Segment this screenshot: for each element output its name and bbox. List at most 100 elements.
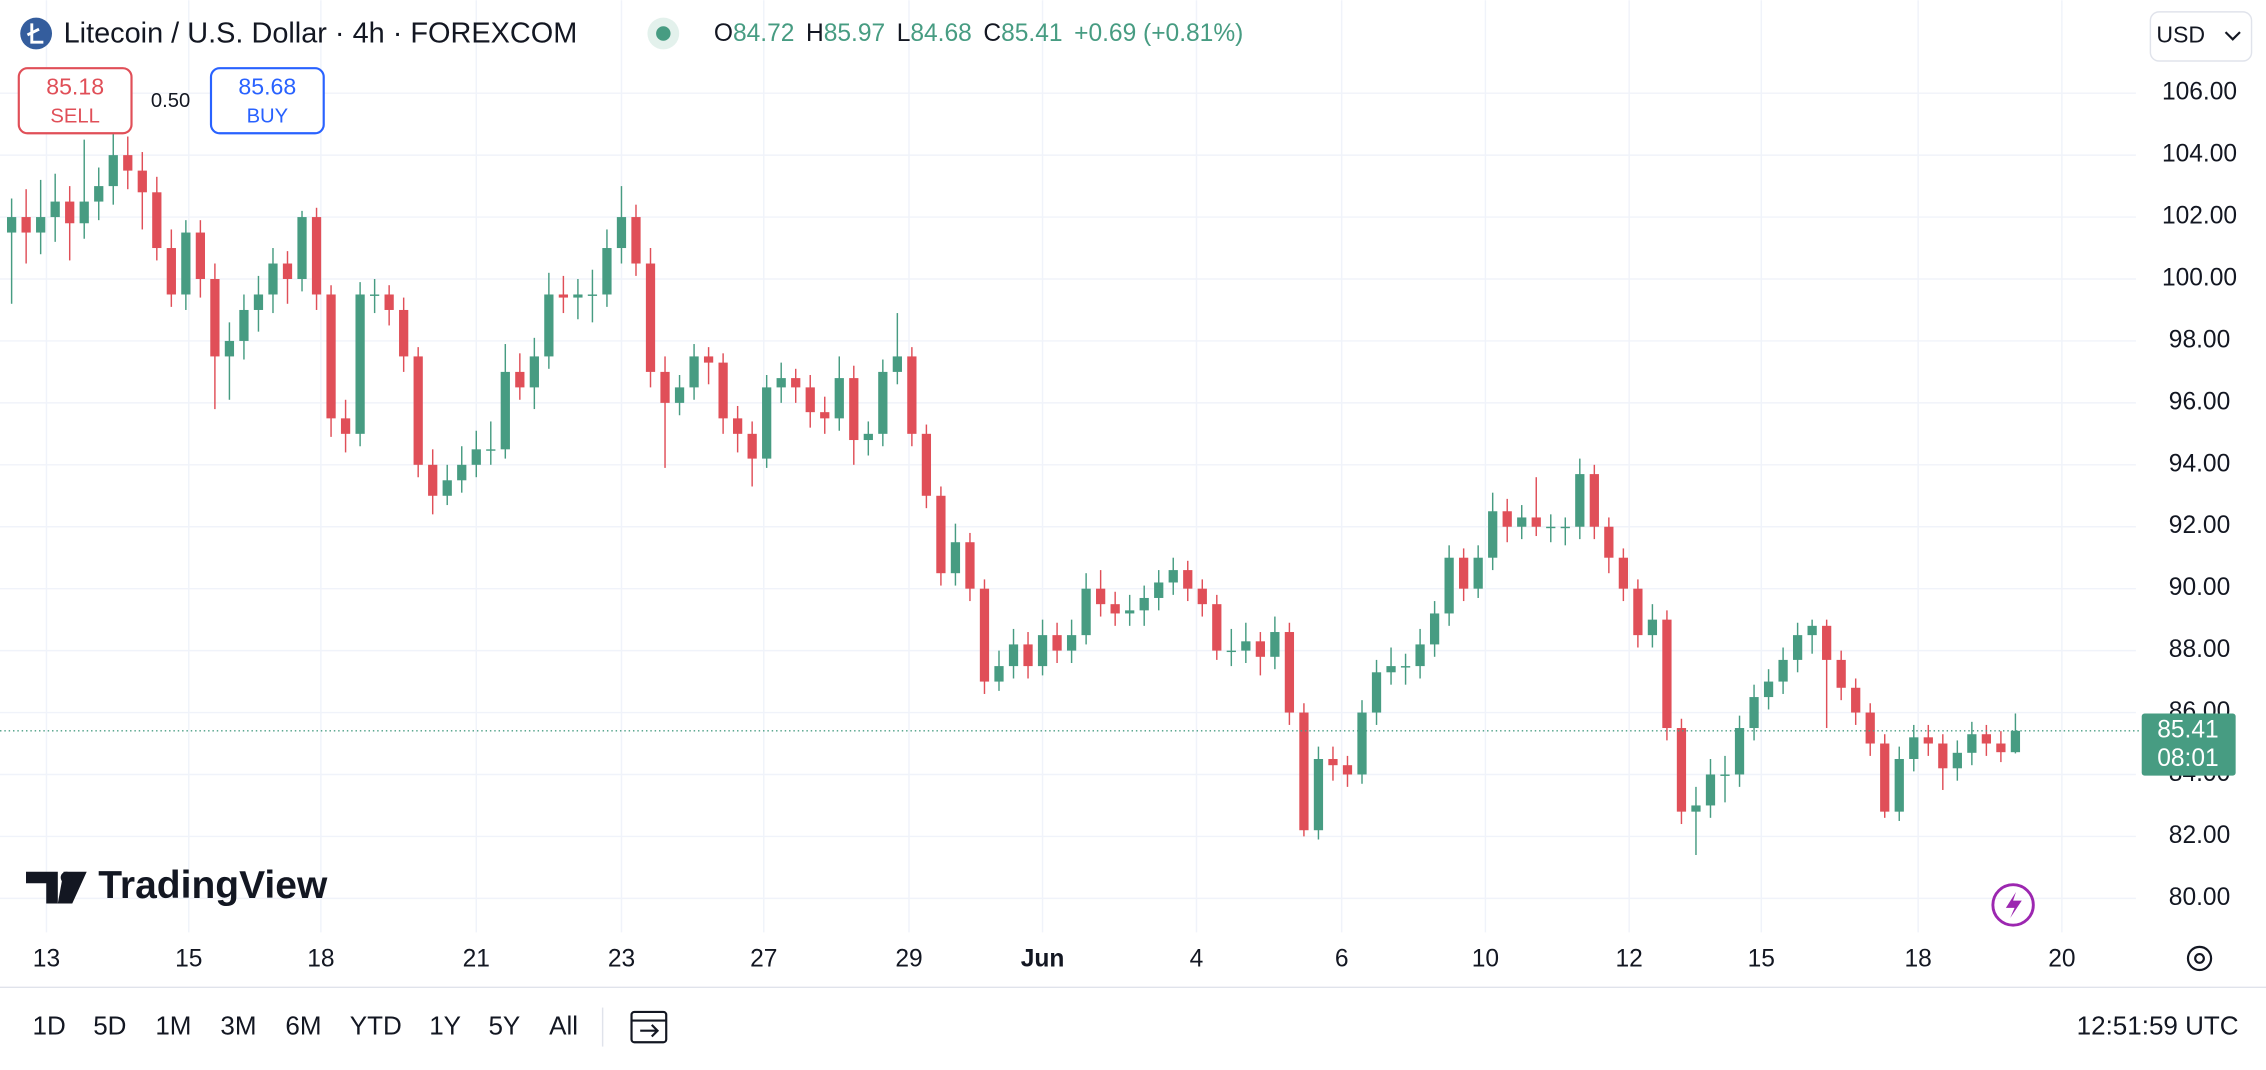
settings-icon[interactable]	[2186, 945, 2213, 972]
candle-body	[1604, 526, 1614, 558]
candle-body	[311, 217, 322, 295]
candle-body	[573, 294, 583, 298]
candle-body	[1473, 557, 1483, 589]
x-tick-label: 20	[2048, 945, 2075, 972]
candle-body	[326, 294, 336, 419]
candle-body	[529, 356, 539, 388]
range-button[interactable]: 1Y	[429, 1011, 461, 1041]
y-tick-label: 96.00	[2169, 388, 2230, 415]
candle-body	[428, 464, 438, 496]
y-tick-label: 102.00	[2162, 203, 2237, 230]
currency[interactable]: USD	[2156, 22, 2205, 48]
buy-button[interactable]: 85.68 BUY	[209, 67, 325, 135]
candle-body	[1996, 743, 2006, 753]
candle-body	[282, 263, 293, 280]
candle-body	[1618, 557, 1628, 589]
range-button[interactable]: 5Y	[488, 1011, 520, 1041]
sell-price[interactable]: 85.18	[46, 74, 104, 100]
candle-body	[1400, 666, 1411, 668]
y-tick-label: 100.00	[2162, 264, 2237, 291]
candle-body	[1139, 597, 1149, 611]
candle-body	[1008, 644, 1019, 667]
coin-logo-mark	[26, 23, 44, 44]
range-button[interactable]: 6M	[285, 1011, 321, 1041]
range-button[interactable]: 3M	[220, 1011, 256, 1041]
candle-body	[1415, 644, 1425, 667]
candle-body	[1197, 588, 1207, 605]
candle-body	[689, 356, 699, 388]
candle-body	[1792, 635, 1803, 660]
candle-body	[1444, 557, 1454, 614]
sell-box[interactable]	[17, 67, 133, 135]
candle-body	[878, 371, 888, 434]
candle-body	[1647, 619, 1658, 636]
candle-body	[544, 294, 554, 357]
buy-box[interactable]	[209, 67, 325, 135]
candle-body	[1952, 752, 1962, 769]
candle-body	[1923, 737, 1933, 744]
range-button[interactable]: 1M	[155, 1011, 191, 1041]
candle-body	[486, 449, 496, 451]
candle-body	[6, 217, 17, 233]
candle-body	[1749, 697, 1759, 729]
settings-icon-core	[2194, 953, 2205, 964]
candle-body	[1052, 635, 1062, 651]
candle-body	[471, 449, 481, 465]
date-range-button[interactable]	[630, 1010, 668, 1044]
candle-body	[181, 232, 191, 295]
candle-body	[1255, 641, 1265, 657]
candle-body	[297, 217, 307, 280]
range-button[interactable]: YTD	[350, 1011, 402, 1041]
range-button[interactable]: 1D	[33, 1011, 66, 1041]
ohlc-label: H	[806, 20, 824, 47]
candle-body	[950, 542, 961, 574]
lightning-button[interactable]	[1991, 883, 2035, 927]
candle-body	[979, 588, 990, 682]
candle-body	[1763, 681, 1774, 698]
currency-box[interactable]	[2149, 11, 2253, 62]
candle-body	[1429, 613, 1440, 645]
candle-body	[558, 294, 569, 298]
candle-body	[1589, 474, 1599, 527]
y-tick-label: 106.00	[2162, 79, 2237, 106]
candle-body	[718, 362, 728, 419]
candle-body	[1894, 758, 1904, 812]
candle-body	[1705, 774, 1716, 806]
candle-body	[1851, 687, 1861, 713]
calendar-icon[interactable]	[630, 1010, 668, 1044]
sell-button[interactable]: 85.18 SELL	[17, 67, 133, 135]
candle-body	[1023, 644, 1033, 667]
ohlc-value: 84.72	[733, 20, 794, 47]
y-tick-label: 90.00	[2169, 574, 2230, 601]
candle-body	[123, 155, 133, 171]
last-price-label: 85.41	[2157, 716, 2218, 743]
candle-body	[1836, 659, 1846, 688]
buy-price[interactable]: 85.68	[238, 74, 296, 100]
candle-body	[1633, 588, 1643, 636]
x-tick-label: 10	[1472, 945, 1499, 972]
range-button[interactable]: All	[549, 1011, 578, 1041]
ohlc-label: O	[714, 20, 733, 47]
candle-body	[1459, 557, 1469, 589]
ohlc-value: 85.97	[824, 20, 885, 47]
candle-body	[166, 248, 176, 295]
sell-label[interactable]: SELL	[50, 106, 99, 128]
candle-body	[1328, 758, 1338, 766]
candle-body	[1183, 570, 1193, 589]
range-button[interactable]: 5D	[93, 1011, 126, 1041]
candle-body	[805, 387, 815, 413]
candle-body	[340, 418, 351, 434]
candle-body	[413, 356, 423, 465]
currency-select[interactable]: USD	[2149, 11, 2253, 62]
candle-body	[936, 495, 946, 574]
clock: 12:51:59 UTC	[2077, 1011, 2239, 1041]
x-tick-label: 23	[608, 945, 635, 972]
symbol-title: Litecoin / U.S. Dollar · 4h · FOREXCOM	[64, 18, 578, 50]
candle-body	[1822, 625, 1832, 660]
candle-body	[733, 418, 743, 434]
candle-body	[1212, 604, 1222, 651]
buy-label[interactable]: BUY	[247, 106, 289, 128]
candle-body	[1880, 743, 1890, 812]
x-tick-label: Jun	[1021, 945, 1065, 972]
